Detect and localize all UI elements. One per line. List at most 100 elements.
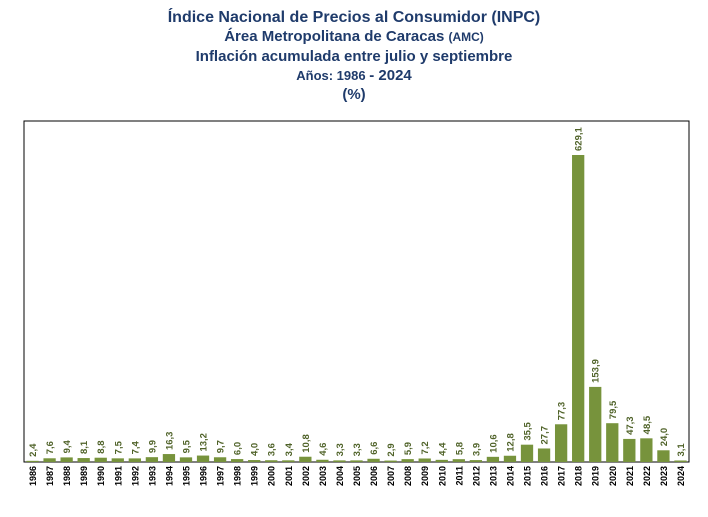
x-tick-label-1988: 1988 — [62, 466, 72, 486]
value-label-1997: 9,7 — [216, 440, 227, 453]
bar-2011 — [452, 459, 465, 462]
x-tick-label-2016: 2016 — [540, 466, 550, 486]
bar-2017 — [554, 424, 568, 462]
x-tick-label-2009: 2009 — [420, 466, 430, 486]
value-label-2020: 79,5 — [608, 400, 619, 419]
x-tick-label-2011: 2011 — [454, 466, 464, 486]
bar-2024 — [674, 460, 687, 462]
x-tick-label-2014: 2014 — [505, 466, 515, 486]
x-tick-label-2001: 2001 — [284, 466, 294, 486]
value-label-1999: 4,0 — [250, 443, 261, 456]
value-label-2021: 47,3 — [625, 416, 636, 435]
chart-subtitle-region-abbr: (AMC) — [448, 30, 484, 44]
x-tick-label-2008: 2008 — [403, 466, 413, 486]
bar-2020 — [606, 423, 619, 462]
x-tick-label-2018: 2018 — [574, 466, 584, 486]
value-label-2024: 3,1 — [676, 443, 687, 457]
x-tick-label-1990: 1990 — [96, 466, 106, 486]
x-tick-label-2007: 2007 — [386, 466, 396, 486]
value-label-2013: 10,6 — [488, 434, 499, 453]
bar-2010 — [435, 459, 448, 462]
value-label-2006: 6,6 — [369, 442, 380, 455]
x-tick-label-2006: 2006 — [369, 466, 379, 486]
chart-subtitle-years-prefix: Años: 1986 — [296, 68, 370, 83]
bar-2002 — [299, 456, 312, 462]
bar-1987 — [43, 458, 56, 462]
bar-2016 — [537, 448, 551, 462]
x-tick-label-1997: 1997 — [216, 466, 226, 486]
x-tick-label-1996: 1996 — [199, 466, 209, 486]
bar-2023 — [657, 450, 670, 462]
chart-subtitle-region: Área Metropolitana de Caracas (AMC) — [0, 27, 708, 47]
value-label-1998: 6,0 — [233, 442, 244, 455]
bar-1996 — [196, 455, 210, 462]
bar-1994 — [162, 454, 176, 462]
x-tick-labels-group: 1986 1987 1988 1989 1990 1991 1992 1993 1994 1995… — [28, 466, 686, 486]
bar-2000 — [265, 460, 278, 462]
bar-1995 — [179, 457, 193, 462]
value-labels-group: 2,4 7,6 9,4 8,1 8,8 7,5 7,4 9,9 16,3 9,5 13,2 9,7 6,… — [28, 127, 687, 457]
bar-2014 — [503, 455, 517, 462]
value-label-1995: 9,5 — [181, 439, 192, 453]
bar-2005 — [350, 460, 363, 462]
bar-2003 — [316, 459, 329, 462]
chart-subtitle-years: Años: 1986 - 2024 — [0, 66, 708, 85]
value-label-1987: 7,6 — [45, 441, 56, 454]
bar-2015 — [520, 444, 534, 462]
bar-2021 — [623, 438, 636, 462]
bar-2008 — [401, 459, 414, 462]
value-label-2005: 3,3 — [352, 443, 363, 456]
bar-2018 — [572, 155, 585, 462]
value-label-2022: 48,5 — [642, 415, 653, 434]
value-label-2010: 4,4 — [437, 442, 448, 456]
bar-1998 — [231, 459, 244, 462]
bars-group — [26, 155, 687, 462]
value-label-2023: 24,0 — [659, 428, 670, 447]
x-tick-label-1992: 1992 — [130, 466, 140, 486]
value-label-2004: 3,3 — [335, 443, 346, 456]
x-tick-label-2019: 2019 — [591, 466, 601, 486]
bar-1990 — [94, 457, 107, 462]
x-tick-label-2021: 2021 — [625, 466, 635, 486]
bar-1993 — [145, 457, 159, 462]
value-label-2016: 27,7 — [540, 426, 551, 445]
value-label-2003: 4,6 — [318, 443, 329, 456]
value-label-1996: 13,2 — [199, 433, 210, 452]
bar-1997 — [213, 457, 227, 462]
value-label-2017: 77,3 — [557, 402, 568, 421]
value-label-1990: 8,8 — [96, 440, 107, 453]
bar-2006 — [367, 458, 380, 462]
value-label-2002: 10,8 — [301, 434, 312, 453]
x-tick-label-2024: 2024 — [676, 466, 686, 486]
x-tick-label-2005: 2005 — [352, 466, 362, 486]
x-tick-label-1986: 1986 — [28, 466, 38, 486]
chart-unit: (%) — [342, 86, 366, 103]
x-tick-label-1993: 1993 — [147, 466, 157, 486]
bar-2007 — [384, 460, 397, 462]
x-tick-label-1991: 1991 — [113, 466, 123, 486]
value-label-2007: 2,9 — [386, 443, 397, 456]
value-label-1991: 7,5 — [113, 440, 124, 454]
value-label-2019: 153,9 — [591, 359, 602, 383]
value-label-2009: 7,2 — [420, 441, 431, 454]
chart-subtitle-region-main: Área Metropolitana de Caracas — [224, 28, 449, 45]
x-tick-label-2015: 2015 — [523, 466, 533, 486]
bar-1999 — [248, 460, 261, 462]
x-tick-label-2003: 2003 — [318, 466, 328, 486]
chart-title: Índice Nacional de Precios al Consumidor… — [167, 9, 541, 26]
bar-2013 — [486, 456, 500, 462]
value-label-1994: 16,3 — [164, 432, 175, 451]
value-label-1988: 9,4 — [62, 439, 73, 453]
x-tick-label-2012: 2012 — [471, 466, 481, 486]
bar-1988 — [60, 457, 73, 462]
bar-1991 — [111, 458, 124, 462]
x-tick-label-2023: 2023 — [659, 466, 669, 486]
x-tick-label-2002: 2002 — [301, 466, 311, 486]
x-tick-label-1994: 1994 — [164, 466, 174, 486]
chart-subtitle-years-suffix: - 2024 — [369, 67, 412, 84]
x-tick-label-1998: 1998 — [233, 466, 243, 486]
value-label-2014: 12,8 — [505, 433, 516, 452]
value-label-2018: 629,1 — [574, 127, 585, 151]
x-tick-label-2022: 2022 — [642, 466, 652, 486]
